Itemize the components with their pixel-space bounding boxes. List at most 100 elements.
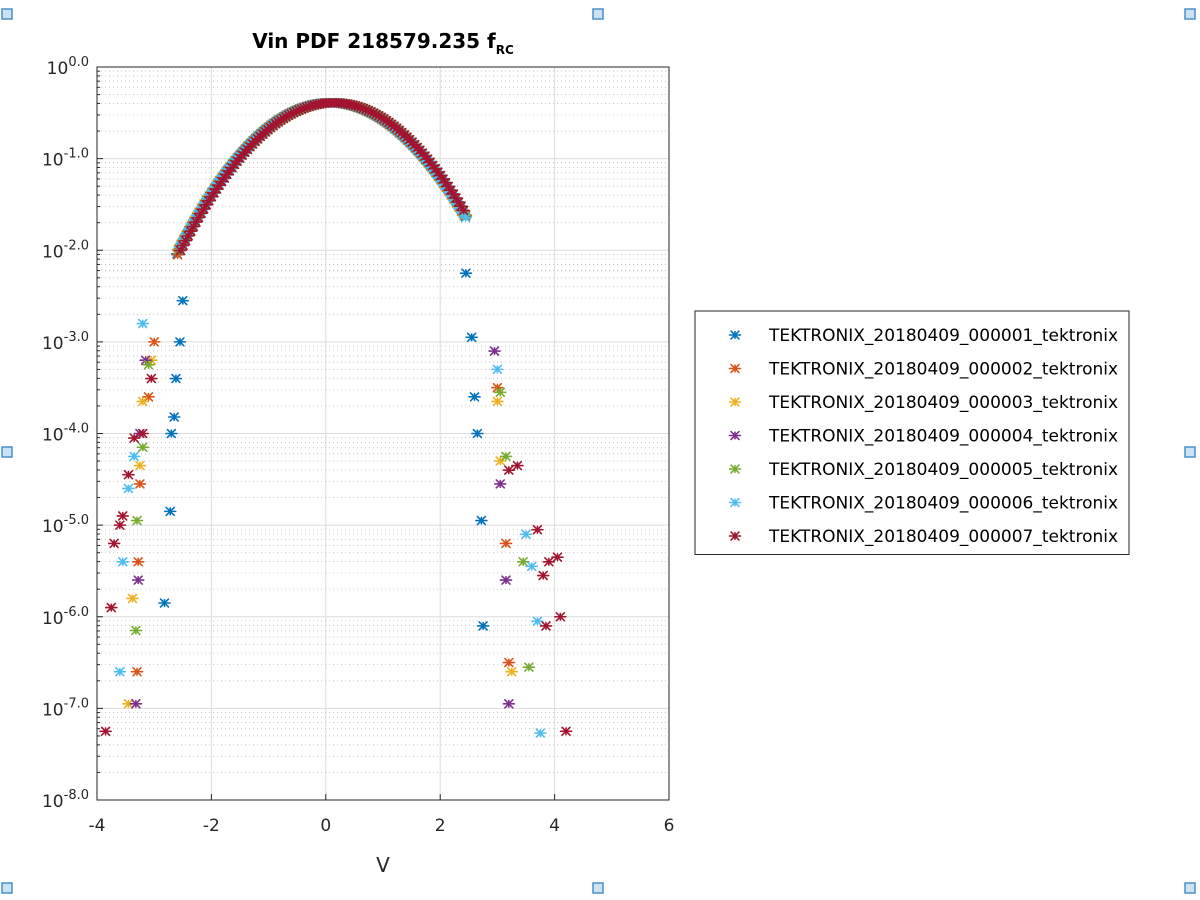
y-tick-base: 10 <box>42 517 64 537</box>
data-point <box>499 538 513 549</box>
data-point <box>728 430 742 441</box>
y-tick-base: 10 <box>42 151 64 171</box>
y-tick-exponent: -3.0 <box>64 330 89 345</box>
resize-handle[interactable] <box>1 8 13 20</box>
y-tick-base: 10 <box>42 334 64 354</box>
y-tick-label: 10-7.0 <box>42 696 89 720</box>
y-tick-label: 10-5.0 <box>42 513 89 537</box>
data-point <box>459 212 472 223</box>
y-tick-exponent: 0.0 <box>68 55 89 70</box>
grid <box>97 67 669 800</box>
legend-label: TEKTRONIX_20180409_000005_tektronix <box>768 460 1118 480</box>
x-tick-label: -2 <box>203 816 220 836</box>
data-point <box>728 363 742 374</box>
legend-label: TEKTRONIX_20180409_000004_tektronix <box>768 427 1118 447</box>
y-tick-label: 10-3.0 <box>42 330 89 354</box>
y-tick-base: 10 <box>42 426 64 446</box>
data-point <box>145 373 158 384</box>
y-tick-exponent: -6.0 <box>64 605 89 620</box>
data-point <box>113 666 127 677</box>
data-point <box>136 442 150 453</box>
data-point <box>536 570 550 581</box>
x-tick-label: 6 <box>664 816 675 836</box>
data-point <box>136 318 150 329</box>
y-tick-exponent: -4.0 <box>64 422 89 437</box>
resize-handle[interactable] <box>1184 8 1196 20</box>
chart-title: Vin PDF 218579.235 fRC <box>252 29 514 57</box>
resize-handle[interactable] <box>1184 882 1196 894</box>
data-point <box>142 360 155 370</box>
data-point <box>559 726 573 737</box>
data-point <box>465 332 478 343</box>
data-point <box>127 433 141 443</box>
data-point <box>554 611 567 622</box>
data-point <box>491 396 504 407</box>
data-point <box>502 657 516 668</box>
data-point <box>133 460 147 471</box>
legend-item[interactable]: TEKTRONIX_20180409_000003_tektronix <box>728 393 1119 413</box>
legend-item[interactable]: TEKTRONIX_20180409_000005_tektronix <box>728 460 1119 480</box>
x-axis-label: V <box>376 853 390 877</box>
data-point <box>502 699 516 709</box>
legend-label: TEKTRONIX_20180409_000003_tektronix <box>768 393 1118 413</box>
data-points <box>99 97 573 738</box>
y-tick-label: 10-6.0 <box>42 605 89 629</box>
y-tick-base: 10 <box>42 700 64 720</box>
legend-item[interactable]: TEKTRONIX_20180409_000002_tektronix <box>728 360 1119 380</box>
data-point <box>130 666 144 677</box>
data-point <box>122 483 135 494</box>
data-point <box>522 662 536 672</box>
resize-handle[interactable] <box>1 882 13 894</box>
x-tick-label: 2 <box>435 816 446 836</box>
data-point <box>158 598 171 608</box>
data-point <box>539 621 553 631</box>
y-tick-exponent: -7.0 <box>64 696 89 711</box>
x-tick-label: 4 <box>549 816 560 836</box>
data-point <box>173 337 187 347</box>
axis-ticks <box>96 66 670 801</box>
resize-handle[interactable] <box>592 882 604 894</box>
data-point <box>176 295 190 306</box>
legend-item[interactable]: TEKTRONIX_20180409_000004_tektronix <box>728 427 1119 447</box>
data-point <box>502 465 516 475</box>
x-tick-label: 0 <box>320 816 331 836</box>
legend-item[interactable]: TEKTRONIX_20180409_000001_tektronix <box>728 326 1119 346</box>
data-point <box>107 538 121 549</box>
resize-handle[interactable] <box>1 446 13 458</box>
data-point <box>122 469 135 480</box>
data-point <box>471 428 484 439</box>
data-point <box>728 397 742 407</box>
y-tick-exponent: -5.0 <box>64 513 89 528</box>
data-point <box>533 728 547 738</box>
data-point <box>516 557 530 567</box>
chart-title-main: Vin PDF 218579.235 f <box>252 29 496 53</box>
data-point <box>511 460 524 471</box>
data-point <box>139 355 152 365</box>
y-tick-label: 10-2.0 <box>42 238 89 262</box>
resize-handle[interactable] <box>1184 446 1196 458</box>
data-point <box>468 392 481 402</box>
y-tick-labels: 100.010-1.010-2.010-3.010-4.010-5.010-6.… <box>42 55 89 812</box>
legend[interactable]: TEKTRONIX_20180409_000001_tektronix TEKTR… <box>694 310 1130 555</box>
data-point <box>499 575 513 585</box>
data-point <box>147 337 161 347</box>
data-point <box>163 506 177 517</box>
data-point <box>129 699 143 709</box>
data-point <box>505 666 519 677</box>
legend-label: TEKTRONIX_20180409_000006_tektronix <box>768 494 1118 514</box>
data-point <box>126 593 139 604</box>
legend-item[interactable]: TEKTRONIX_20180409_000007_tektronix <box>728 527 1119 547</box>
y-tick-exponent: -2.0 <box>64 238 89 253</box>
data-point <box>499 451 513 462</box>
data-point <box>169 373 183 384</box>
resize-handle[interactable] <box>592 8 604 20</box>
figure-resize-handles[interactable] <box>1 8 1196 894</box>
data-point <box>728 330 742 340</box>
data-point <box>488 346 501 356</box>
data-point <box>99 726 112 737</box>
data-point <box>493 479 507 489</box>
data-point <box>105 602 118 613</box>
legend-item[interactable]: TEKTRONIX_20180409_000006_tektronix <box>728 494 1119 514</box>
data-point <box>165 428 178 439</box>
data-point <box>116 557 130 567</box>
